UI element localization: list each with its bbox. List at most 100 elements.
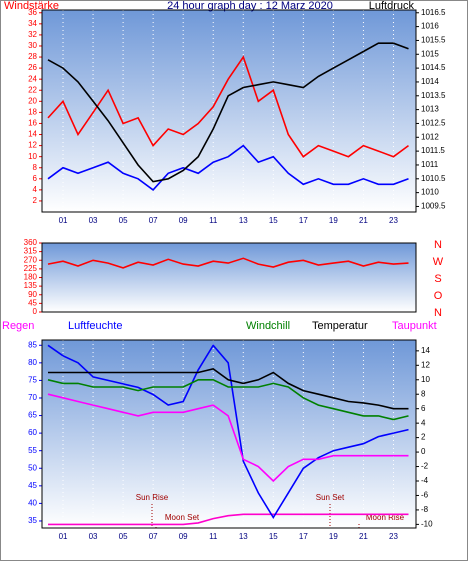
x-tick-label: 17 — [299, 216, 308, 225]
x-tick-label: 11 — [209, 532, 218, 541]
y-tick-label: 45 — [28, 298, 37, 307]
y-tick-label: 4 — [33, 185, 38, 194]
x-tick-label: 07 — [149, 216, 158, 225]
y2-tick-label: 1013.5 — [421, 91, 446, 100]
x-tick-label: 07 — [149, 532, 158, 541]
y-tick-label: 14 — [28, 130, 37, 139]
x-tick-label: 23 — [389, 216, 398, 225]
y2-tick-label: -6 — [421, 491, 429, 500]
y2-tick-label: 1016 — [421, 22, 439, 31]
y2-tick-label: 1009.5 — [421, 202, 446, 211]
y2-tick-label: 1012.5 — [421, 119, 446, 128]
plot-background — [42, 10, 416, 212]
y2-tick-label: 1013 — [421, 105, 439, 114]
plot-border — [41, 9, 417, 213]
x-tick-label: 17 — [299, 532, 308, 541]
series-line — [47, 42, 409, 183]
x-tick-label: 03 — [89, 216, 98, 225]
y2-tick-label: -2 — [421, 462, 429, 471]
y2-tick-label: 2 — [421, 433, 426, 442]
series-line — [48, 368, 409, 410]
x-tick-label: 01 — [59, 532, 68, 541]
y2-tick-label: -4 — [421, 476, 429, 485]
y2-tick-label: 1014.5 — [421, 63, 446, 72]
y-tick-label: 32 — [28, 30, 37, 39]
y-tick-label: 26 — [28, 63, 37, 72]
y2-tick-label: 1015.5 — [421, 36, 446, 45]
y2-tick-label: 1012 — [421, 132, 439, 141]
compass-label: W — [433, 256, 444, 268]
legend-label: Windstärke — [4, 0, 59, 12]
series-line — [47, 144, 409, 191]
x-tick-label: 09 — [179, 532, 188, 541]
y-tick-label: 55 — [28, 446, 37, 455]
compass-label: N — [434, 307, 442, 319]
y-tick-label: 12 — [28, 141, 37, 150]
y-tick-label: 360 — [24, 238, 38, 247]
annotation: Sun Set — [316, 493, 345, 502]
legend-label: Windchill — [246, 320, 290, 332]
y-tick-label: 35 — [28, 516, 37, 525]
annotation: Moon Rise — [366, 513, 405, 522]
y2-tick-label: 8 — [421, 389, 426, 398]
y-tick-label: 6 — [33, 174, 38, 183]
y2-tick-label: 1010 — [421, 188, 439, 197]
y-tick-label: 65 — [28, 411, 37, 420]
y-tick-label: 2 — [33, 196, 38, 205]
y-tick-label: 20 — [28, 96, 37, 105]
y-tick-label: 18 — [28, 107, 37, 116]
x-tick-label: 13 — [239, 216, 248, 225]
y-tick-label: 16 — [28, 119, 37, 128]
y-tick-label: 80 — [28, 358, 37, 367]
y2-tick-label: 1010.5 — [421, 174, 446, 183]
series-line — [47, 55, 409, 158]
y2-tick-label: -8 — [421, 505, 429, 514]
legend-label: Luftfeuchte — [68, 320, 122, 332]
y-tick-label: 315 — [24, 247, 38, 256]
y-tick-label: 90 — [28, 290, 37, 299]
y2-tick-label: 1014 — [421, 77, 439, 86]
y2-tick-label: 1015 — [421, 49, 439, 58]
compass-label: O — [434, 290, 443, 302]
annotation: Sun Rise — [136, 493, 169, 502]
y-tick-label: 225 — [24, 264, 38, 273]
y-tick-label: 10 — [28, 152, 37, 161]
plot-border — [41, 339, 417, 529]
y2-tick-label: 1011 — [421, 160, 439, 169]
y-tick-label: 270 — [24, 255, 38, 264]
x-tick-label: 23 — [389, 532, 398, 541]
y-tick-label: 0 — [33, 307, 38, 316]
y2-tick-label: 12 — [421, 360, 430, 369]
y2-tick-label: 1011.5 — [421, 146, 445, 155]
series-line — [47, 393, 409, 483]
legend-label: Temperatur — [312, 320, 368, 332]
compass-label: S — [434, 273, 441, 285]
x-tick-label: 13 — [239, 532, 248, 541]
x-tick-label: 19 — [329, 532, 338, 541]
y-tick-label: 8 — [33, 163, 38, 172]
x-tick-label: 19 — [329, 216, 338, 225]
x-tick-label: 15 — [269, 216, 278, 225]
y-tick-label: 45 — [28, 481, 37, 490]
y-tick-label: 36 — [28, 8, 37, 17]
y-tick-label: 180 — [24, 273, 38, 282]
x-tick-label: 15 — [269, 532, 278, 541]
series-line — [47, 257, 409, 269]
x-tick-label: 05 — [119, 532, 128, 541]
plot-background — [42, 243, 416, 312]
y-tick-label: 40 — [28, 499, 37, 508]
y2-tick-label: 0 — [421, 447, 426, 456]
y-tick-label: 85 — [28, 340, 37, 349]
y2-tick-label: 4 — [421, 418, 426, 427]
series-line — [47, 379, 409, 421]
series-line — [48, 513, 409, 526]
annotation: Moon Set — [165, 513, 200, 522]
compass-label: N — [434, 239, 442, 251]
y-tick-label: 30 — [28, 41, 37, 50]
y2-tick-label: -10 — [421, 519, 433, 528]
y2-tick-label: 10 — [421, 375, 430, 384]
y-tick-label: 50 — [28, 463, 37, 472]
y2-tick-label: 6 — [421, 404, 426, 413]
